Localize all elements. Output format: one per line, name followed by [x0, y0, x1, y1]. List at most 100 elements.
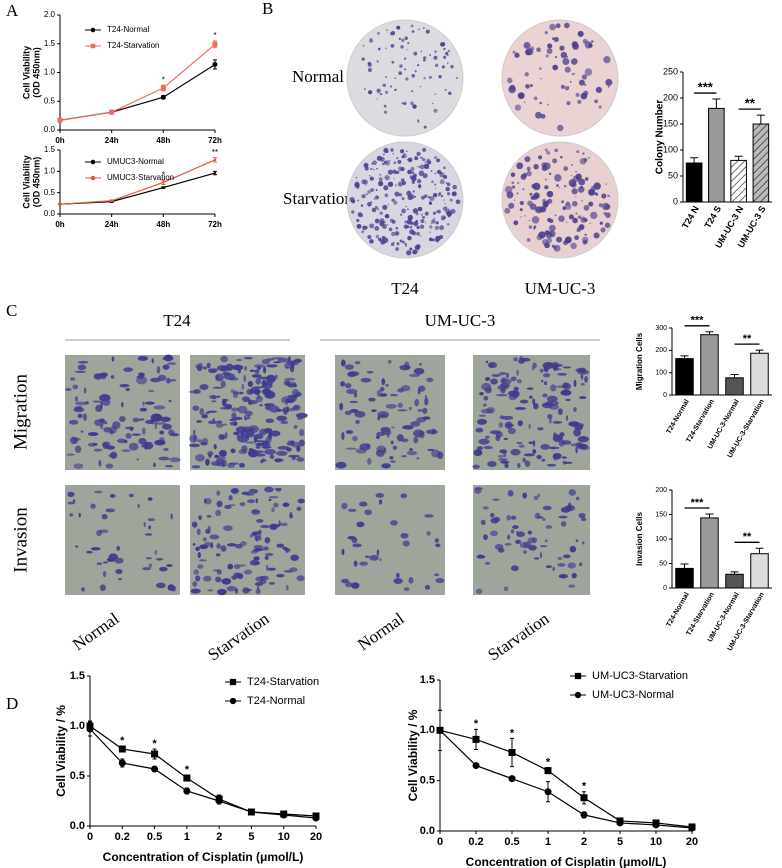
colony: [446, 62, 449, 65]
cell: [478, 450, 483, 455]
marker: [118, 745, 126, 753]
cell: [244, 410, 253, 417]
cell: [244, 417, 248, 421]
colony: [409, 247, 413, 251]
cell: [558, 439, 565, 447]
colony: [445, 51, 449, 56]
colony: [527, 200, 533, 207]
colony: [431, 219, 436, 224]
colony: [533, 163, 539, 170]
colony: [417, 184, 422, 188]
cell: [162, 364, 170, 370]
colony: [562, 58, 570, 66]
cell: [154, 422, 167, 425]
cell: [168, 399, 172, 403]
colony: [368, 90, 373, 95]
cell: [239, 541, 247, 546]
cell: [558, 515, 568, 519]
cell: [390, 520, 398, 526]
colony: [562, 206, 567, 211]
colony: [412, 190, 415, 193]
colony: [383, 104, 387, 108]
colony: [431, 238, 435, 242]
cell: [205, 528, 211, 534]
colony: [430, 170, 433, 172]
cell: [272, 361, 282, 364]
cell: [209, 534, 220, 540]
cell: [568, 421, 580, 427]
colony: [560, 84, 566, 89]
colony: [441, 217, 444, 221]
cell: [519, 542, 530, 549]
cell: [87, 432, 99, 437]
cell: [289, 513, 293, 519]
cell: [507, 534, 511, 540]
colony: [435, 235, 441, 242]
cell: [517, 462, 521, 469]
cell: [476, 418, 487, 425]
cell: [573, 407, 577, 412]
cell: [478, 554, 481, 557]
cell: [560, 389, 572, 396]
cell: [255, 498, 258, 504]
y-axis-label: (OD 450nm): [31, 157, 41, 208]
cell: [400, 385, 411, 392]
colony: [370, 201, 373, 203]
cell: [192, 405, 200, 411]
colony: [394, 231, 400, 236]
x-tick-label: 10: [278, 831, 290, 843]
colony: [435, 221, 439, 225]
cell: [577, 423, 584, 428]
cell: [546, 400, 551, 404]
marker: [508, 775, 516, 783]
colony: [411, 90, 414, 93]
colony: [383, 160, 387, 164]
cell: [253, 545, 264, 549]
cell: [280, 420, 289, 425]
colony: [378, 93, 380, 95]
cell: [247, 449, 259, 458]
colony: [547, 43, 553, 49]
cell: [355, 419, 360, 424]
cell: [557, 556, 563, 560]
colony: [539, 206, 547, 213]
colony: [401, 197, 405, 201]
cell: [276, 573, 285, 578]
cell: [389, 456, 394, 460]
cell: [138, 418, 145, 421]
y-axis-label: Cell Viability: [21, 46, 31, 99]
colony: [397, 181, 403, 187]
colony: [576, 227, 582, 232]
cell: [584, 375, 588, 383]
marker: [183, 787, 191, 795]
colony: [416, 225, 420, 230]
cell: [404, 361, 410, 369]
cell: [233, 391, 245, 395]
x-tick-label: T24 S: [702, 204, 723, 230]
cell: [96, 529, 102, 537]
cell: [507, 427, 517, 435]
cell: [344, 364, 354, 370]
cell: [220, 545, 227, 552]
y-tick-label: 50: [659, 560, 667, 567]
colony: [405, 77, 409, 81]
cell: [562, 366, 572, 369]
cell: [271, 507, 275, 513]
marker: [86, 725, 94, 733]
cell: [115, 569, 123, 575]
group-label: T24: [163, 311, 191, 330]
y-tick-label: 0.0: [420, 825, 435, 837]
colony: [423, 59, 426, 62]
colony: [385, 47, 387, 49]
colony: [444, 88, 447, 91]
cell: [269, 430, 281, 437]
cell: [553, 432, 557, 438]
cell: [500, 378, 512, 385]
marker: [162, 181, 165, 184]
cell: [557, 408, 563, 415]
cell: [196, 528, 201, 536]
cell: [104, 421, 108, 425]
cell: [84, 401, 89, 405]
cell: [489, 363, 494, 368]
cell: [151, 358, 154, 364]
